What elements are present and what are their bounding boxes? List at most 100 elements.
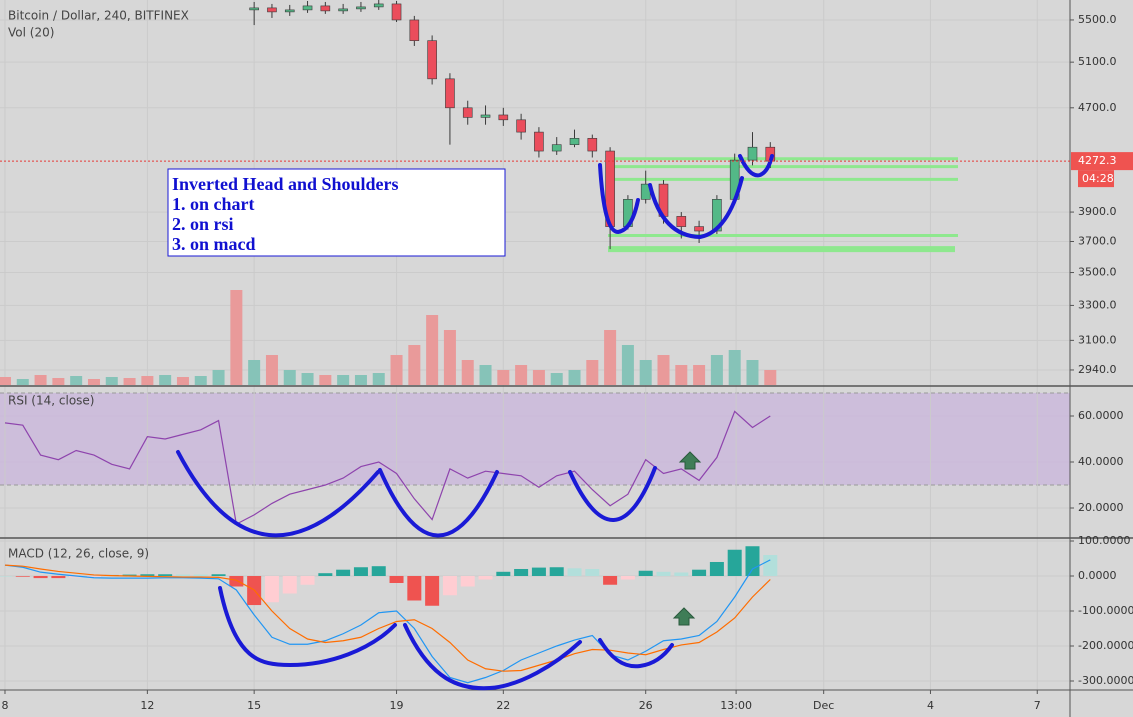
bar bbox=[336, 569, 351, 576]
bar bbox=[86, 575, 101, 577]
bar bbox=[105, 377, 118, 385]
y-tick-label: 5500.0 bbox=[1078, 13, 1117, 26]
annotation-text: Inverted Head and Shoulders bbox=[172, 174, 399, 194]
y-tick-label: 5100.0 bbox=[1078, 55, 1117, 68]
pattern-curve bbox=[598, 163, 640, 235]
line bbox=[4, 564, 771, 672]
volume-title: Vol (20) bbox=[8, 26, 54, 40]
candle-body bbox=[445, 78, 455, 109]
candle-body bbox=[676, 216, 687, 227]
y-tick-label: 60.0000 bbox=[1078, 409, 1124, 422]
candle-body bbox=[516, 119, 526, 133]
bar bbox=[87, 379, 100, 385]
bar bbox=[657, 355, 670, 385]
candle-body bbox=[427, 40, 437, 80]
pattern-curve bbox=[403, 623, 582, 691]
bar bbox=[33, 575, 48, 579]
candle-body bbox=[409, 19, 420, 41]
candle-body bbox=[498, 114, 509, 121]
bar bbox=[764, 370, 777, 385]
bar bbox=[496, 571, 511, 576]
x-tick-label: 19 bbox=[390, 699, 404, 712]
bar bbox=[425, 575, 440, 606]
bar bbox=[175, 574, 190, 576]
rsi-title: RSI (14, close) bbox=[8, 394, 94, 408]
bar bbox=[531, 567, 546, 576]
y-tick-label: 4700.0 bbox=[1078, 101, 1117, 114]
pattern-curve bbox=[738, 154, 774, 178]
bar bbox=[763, 554, 778, 576]
bar bbox=[248, 360, 261, 385]
bar bbox=[693, 365, 706, 385]
line bbox=[4, 559, 771, 684]
bar bbox=[426, 315, 439, 385]
candle-body bbox=[267, 7, 277, 13]
bar bbox=[140, 574, 155, 576]
y-tick-label: 3100.0 bbox=[1078, 333, 1117, 346]
line bbox=[4, 410, 771, 526]
bar bbox=[585, 568, 600, 576]
bar bbox=[264, 575, 279, 603]
bar bbox=[709, 561, 724, 576]
candle-body bbox=[747, 146, 758, 161]
annotation-text: 1. on chart bbox=[172, 194, 255, 214]
bar bbox=[353, 567, 368, 576]
bar bbox=[15, 575, 30, 577]
bar bbox=[407, 575, 422, 601]
candle-body bbox=[534, 131, 544, 152]
y-tick-label: 3500.0 bbox=[1078, 266, 1117, 279]
arrow-up bbox=[678, 451, 702, 470]
x-tick-label: 8 bbox=[1, 699, 8, 712]
last-price-tag bbox=[1071, 152, 1133, 171]
bar bbox=[710, 355, 723, 385]
bar bbox=[122, 574, 137, 576]
candle-body bbox=[587, 138, 598, 152]
candle-body bbox=[480, 114, 491, 118]
y-tick-label: 3300.0 bbox=[1078, 298, 1117, 311]
bar bbox=[301, 373, 314, 385]
bar bbox=[514, 568, 529, 576]
bar bbox=[443, 330, 456, 385]
x-tick-label: 26 bbox=[639, 699, 653, 712]
y-tick-label: 100.0000 bbox=[1078, 534, 1131, 547]
candle-body bbox=[320, 5, 331, 12]
bar bbox=[230, 290, 243, 385]
bar bbox=[567, 568, 582, 576]
bar bbox=[515, 365, 528, 385]
y-tick-label: -100.0000 bbox=[1078, 604, 1133, 617]
bar bbox=[745, 546, 760, 576]
pattern-curve bbox=[218, 586, 397, 668]
pattern-curve bbox=[176, 450, 380, 538]
bar bbox=[194, 376, 207, 385]
bar bbox=[728, 350, 741, 385]
bar bbox=[52, 378, 65, 385]
y-tick-label: 3700.0 bbox=[1078, 234, 1117, 247]
x-tick-label: 15 bbox=[247, 699, 261, 712]
bar bbox=[390, 355, 403, 385]
y-tick-label: -200.0000 bbox=[1078, 639, 1133, 652]
bar bbox=[176, 377, 189, 385]
x-tick-label: 4 bbox=[927, 699, 934, 712]
bar bbox=[354, 375, 367, 385]
last-price-label: 4272.3 bbox=[1078, 154, 1117, 167]
bar bbox=[372, 373, 385, 385]
bar bbox=[282, 575, 297, 594]
bar bbox=[337, 375, 350, 385]
annotation-text: 2. on rsi bbox=[172, 214, 234, 234]
bar bbox=[371, 566, 386, 576]
annotation-frame bbox=[167, 168, 506, 257]
x-tick-label: 22 bbox=[496, 699, 510, 712]
bar bbox=[389, 575, 404, 583]
arrow-up bbox=[672, 607, 696, 626]
bar bbox=[692, 569, 707, 576]
countdown-tag bbox=[1078, 170, 1114, 188]
bar bbox=[0, 575, 12, 577]
bar bbox=[16, 379, 29, 385]
x-tick-label: Dec bbox=[813, 699, 834, 712]
bar bbox=[442, 575, 457, 596]
bar bbox=[70, 376, 83, 385]
y-tick-label: 2940.0 bbox=[1078, 363, 1117, 376]
y-tick-label: -300.0000 bbox=[1078, 674, 1133, 687]
